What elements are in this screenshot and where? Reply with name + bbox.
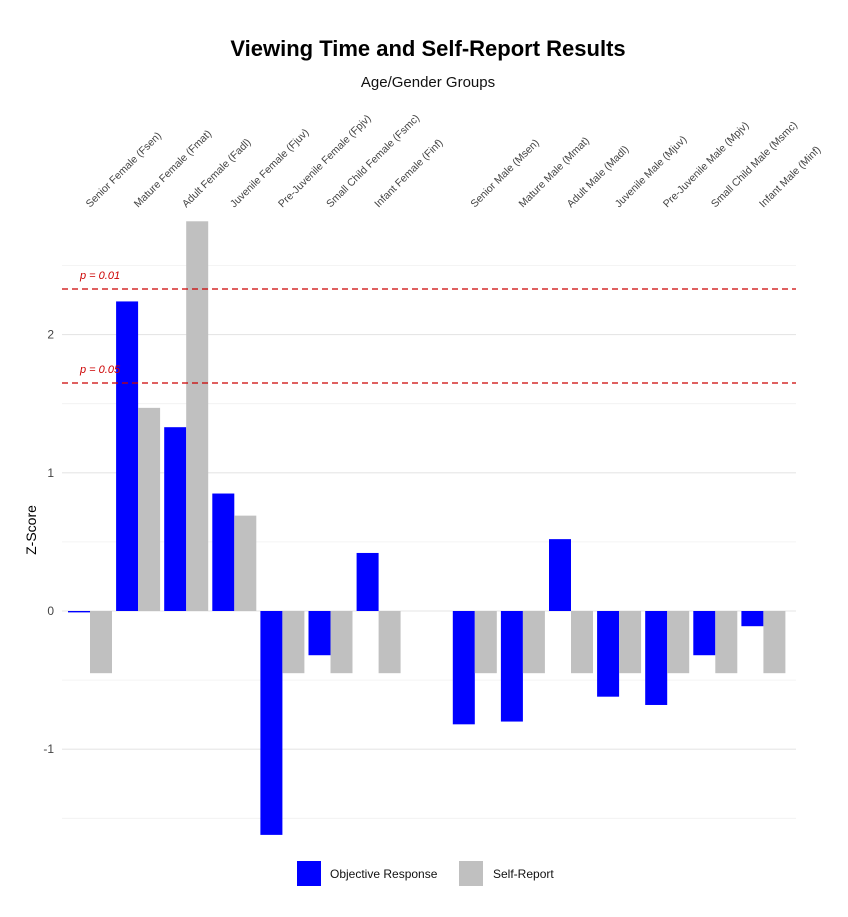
bar-objective bbox=[116, 301, 139, 611]
bar-objective bbox=[260, 611, 283, 835]
y-axis-label: Z-Score bbox=[23, 505, 39, 555]
category-label: Juvenile Female (Fjuv) bbox=[228, 127, 312, 211]
category-labels: Senior Female (Fsen)Mature Female (Fmat)… bbox=[84, 112, 824, 210]
y-tick-label: 1 bbox=[47, 466, 54, 480]
category-label: Pre-Juvenile Male (Mpjv) bbox=[661, 120, 752, 211]
threshold-label: p = 0.01 bbox=[79, 270, 120, 282]
threshold-lines: p = 0.01 p = 0.05 bbox=[62, 270, 796, 384]
bar-objective bbox=[645, 611, 668, 705]
bar-self-report bbox=[522, 611, 545, 674]
legend[interactable]: Objective Response Self-Report bbox=[297, 861, 554, 886]
bar-self-report bbox=[667, 611, 690, 674]
bar-objective bbox=[164, 427, 187, 611]
legend-swatch bbox=[297, 861, 321, 886]
bar-objective bbox=[68, 611, 90, 613]
category-label: Pre-Juvenile Female (Fpjv) bbox=[276, 113, 374, 211]
bar-self-report bbox=[138, 407, 161, 611]
bar-self-report bbox=[282, 611, 305, 674]
bar-objective bbox=[308, 611, 331, 656]
bar-self-report bbox=[619, 611, 642, 674]
legend-item[interactable]: Objective Response bbox=[297, 861, 438, 886]
bar-self-report bbox=[763, 611, 786, 674]
bar-self-report bbox=[186, 221, 209, 611]
category-label: Small Child Female (Fsmc) bbox=[324, 112, 422, 210]
bar-objective bbox=[549, 539, 571, 611]
legend-label: Objective Response bbox=[330, 867, 438, 881]
bar-objective bbox=[452, 611, 475, 725]
bar-self-report bbox=[474, 611, 497, 674]
y-tick-label: 0 bbox=[47, 604, 54, 618]
bar-objective bbox=[597, 611, 620, 697]
category-label: Small Child Male (Msmc) bbox=[709, 119, 800, 210]
legend-item[interactable]: Self-Report bbox=[459, 861, 554, 886]
bar-objective bbox=[356, 552, 379, 611]
bar-self-report bbox=[330, 611, 353, 674]
bar-self-report bbox=[90, 611, 112, 674]
bar-objective bbox=[212, 493, 235, 611]
bar-self-report bbox=[378, 611, 401, 674]
legend-swatch bbox=[459, 861, 483, 886]
y-tick-label: -1 bbox=[43, 742, 54, 756]
legend-label: Self-Report bbox=[493, 867, 554, 881]
bars bbox=[68, 221, 786, 835]
bar-self-report bbox=[234, 515, 257, 611]
threshold-label: p = 0.05 bbox=[79, 364, 121, 376]
y-ticks: -1 0 1 2 bbox=[43, 328, 54, 757]
y-tick-label: 2 bbox=[47, 328, 54, 342]
chart-subtitle: Age/Gender Groups bbox=[361, 74, 495, 91]
bar-self-report bbox=[715, 611, 738, 674]
chart-title: Viewing Time and Self-Report Results bbox=[230, 36, 625, 61]
bar-self-report bbox=[571, 611, 593, 674]
bar-objective bbox=[741, 611, 764, 627]
bar-objective bbox=[693, 611, 716, 656]
bar-objective bbox=[500, 611, 523, 722]
